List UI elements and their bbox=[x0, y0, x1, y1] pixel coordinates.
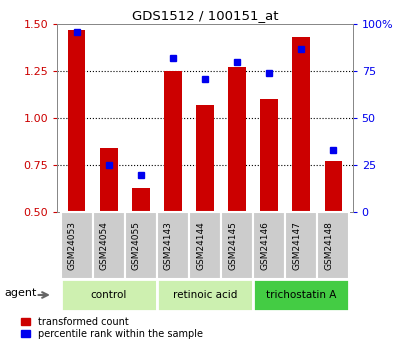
Bar bbox=[61, 279, 157, 311]
Text: trichostatin A: trichostatin A bbox=[265, 290, 336, 300]
Bar bbox=[61, 212, 92, 279]
Text: GSM24146: GSM24146 bbox=[260, 221, 269, 270]
Bar bbox=[228, 67, 245, 212]
Text: GSM24148: GSM24148 bbox=[324, 221, 333, 270]
Bar bbox=[220, 212, 252, 279]
Bar bbox=[124, 212, 157, 279]
Text: GSM24053: GSM24053 bbox=[67, 221, 76, 270]
Legend: transformed count, percentile rank within the sample: transformed count, percentile rank withi… bbox=[21, 317, 202, 339]
Bar bbox=[100, 148, 117, 212]
Bar bbox=[324, 161, 342, 212]
Bar bbox=[292, 37, 309, 212]
Bar bbox=[157, 279, 252, 311]
Text: control: control bbox=[90, 290, 127, 300]
Bar bbox=[317, 212, 348, 279]
Text: retinoic acid: retinoic acid bbox=[172, 290, 237, 300]
Title: GDS1512 / 100151_at: GDS1512 / 100151_at bbox=[131, 9, 278, 22]
Bar bbox=[157, 212, 189, 279]
Text: GSM24143: GSM24143 bbox=[164, 221, 173, 270]
Bar bbox=[285, 212, 317, 279]
Bar bbox=[67, 30, 85, 212]
Text: GSM24145: GSM24145 bbox=[227, 221, 236, 270]
Text: agent: agent bbox=[4, 288, 37, 298]
Bar bbox=[189, 212, 220, 279]
Bar bbox=[196, 105, 213, 212]
Text: GSM24054: GSM24054 bbox=[99, 221, 108, 270]
Text: GSM24147: GSM24147 bbox=[292, 221, 301, 270]
Text: GSM24144: GSM24144 bbox=[196, 221, 204, 270]
Text: GSM24055: GSM24055 bbox=[132, 221, 140, 270]
Bar bbox=[260, 99, 277, 212]
Bar bbox=[92, 212, 124, 279]
Bar bbox=[164, 71, 181, 212]
Bar bbox=[252, 212, 285, 279]
Bar bbox=[252, 279, 348, 311]
Bar bbox=[132, 188, 149, 212]
